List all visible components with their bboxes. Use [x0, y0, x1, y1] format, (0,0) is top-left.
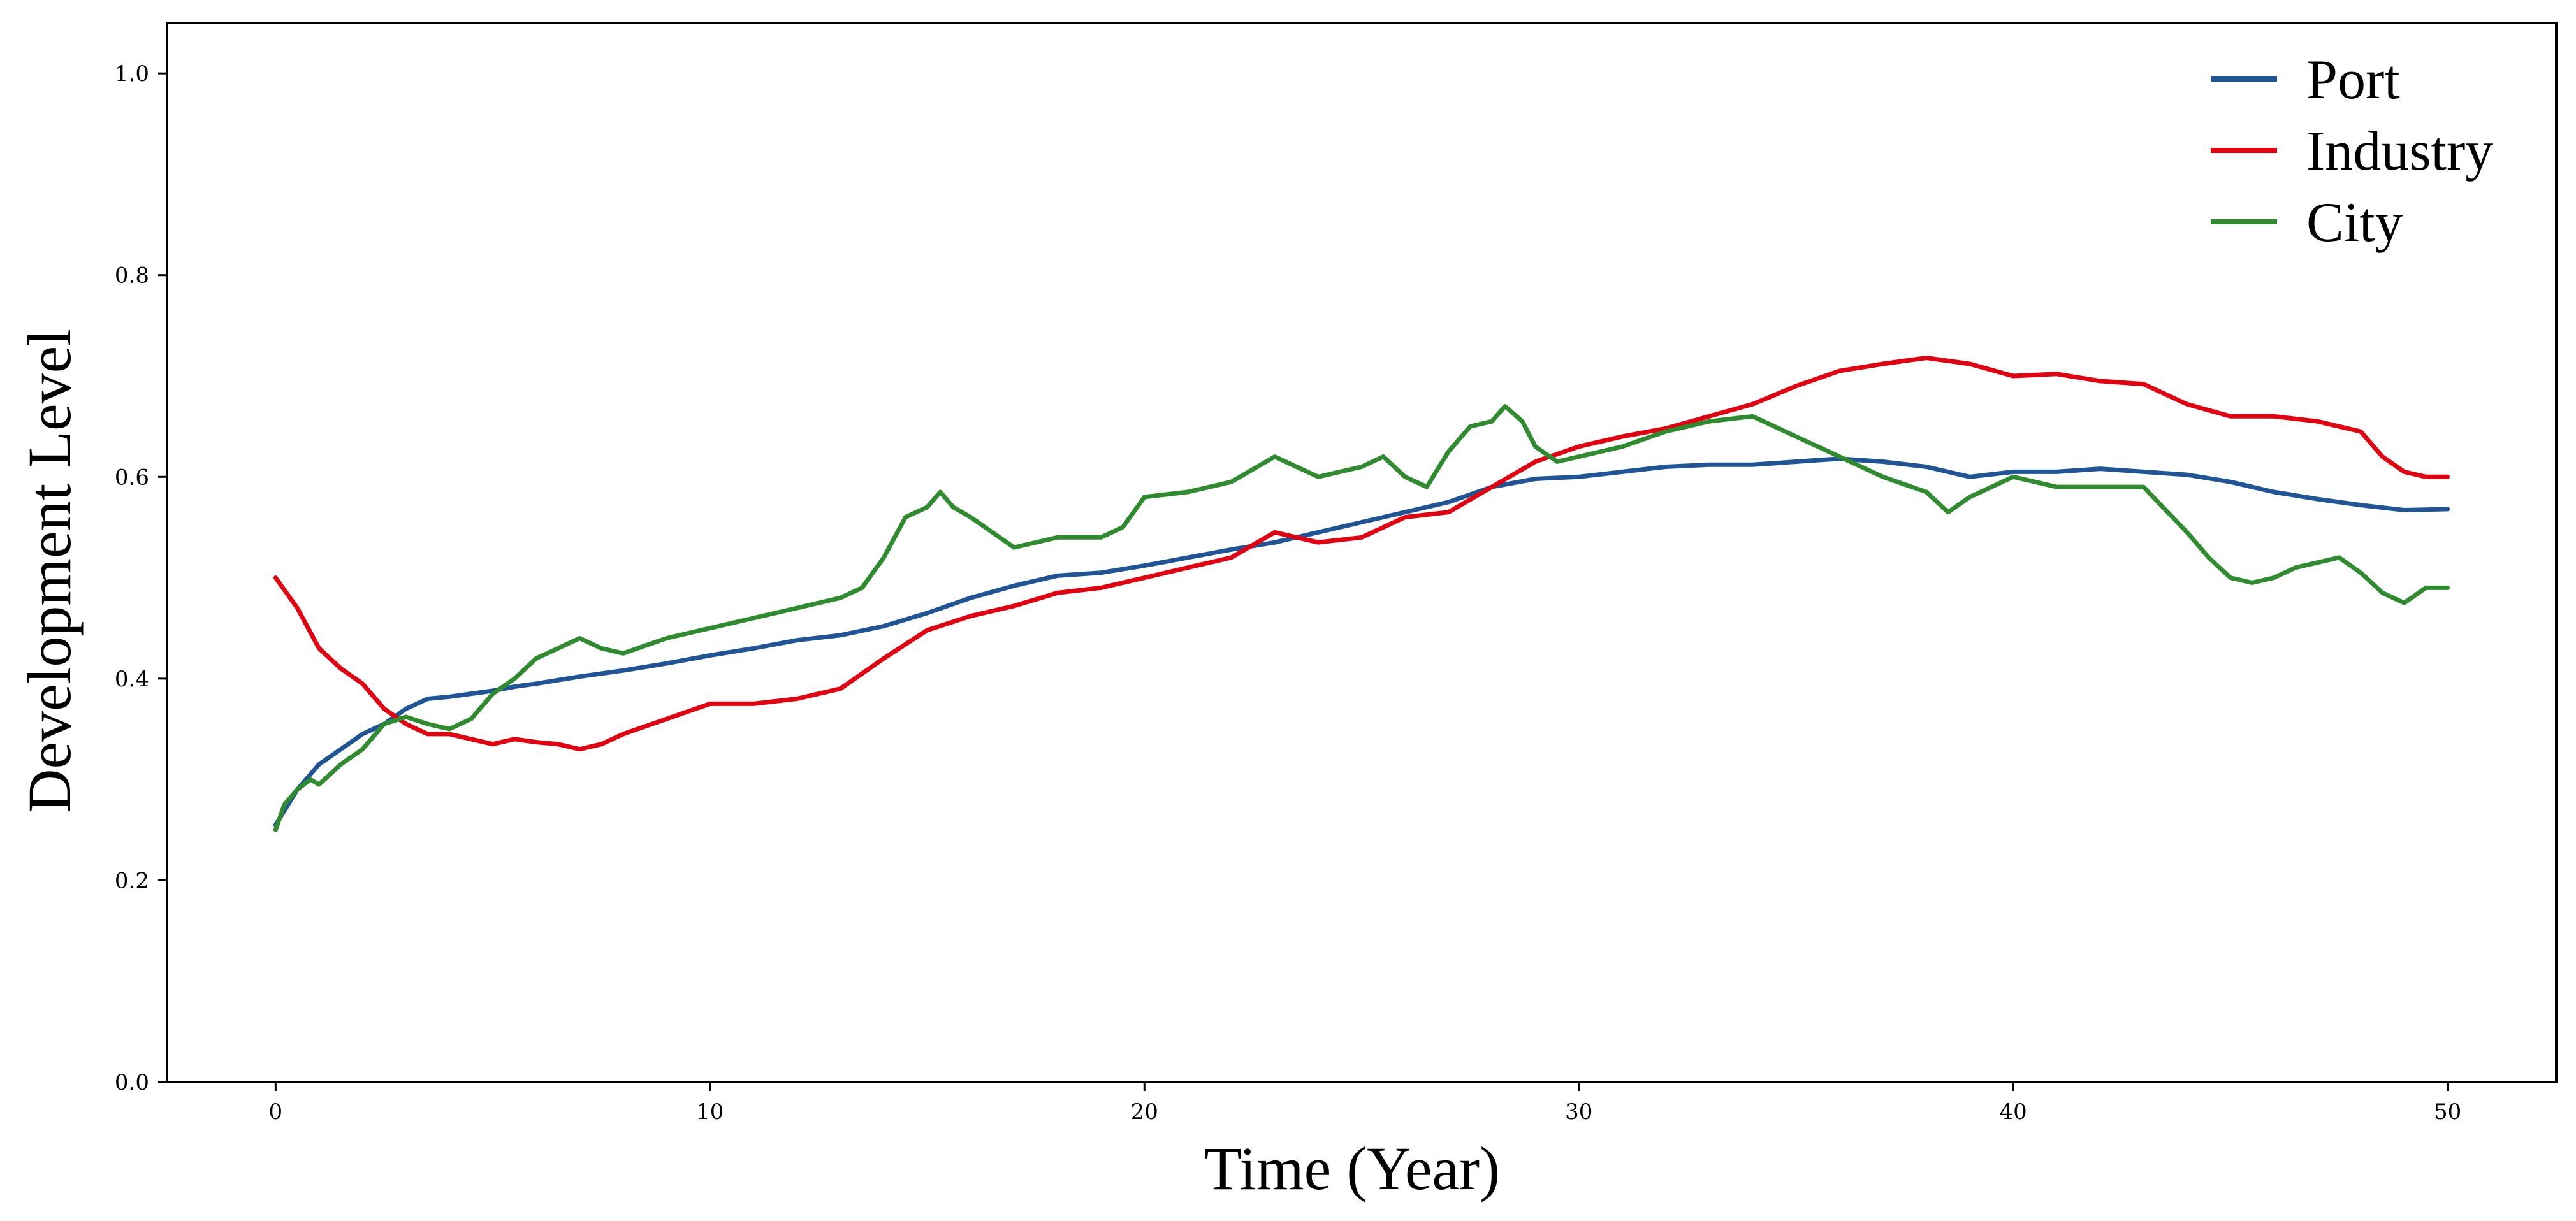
- legend-label-city: City: [2306, 192, 2403, 254]
- legend-label-port: Port: [2306, 49, 2400, 111]
- series-line-city: [273, 404, 2450, 832]
- y-axis-ticks: 0.0 0.2 0.4 0.6 0.8 1.0: [115, 61, 167, 1095]
- y-tick-label: 1.0: [115, 61, 149, 87]
- y-axis-title: Development Level: [15, 329, 84, 813]
- x-tick-label: 10: [696, 1099, 724, 1125]
- x-tick-label: 30: [1565, 1099, 1592, 1125]
- y-tick-label: 0.0: [115, 1070, 149, 1095]
- y-tick-label: 0.6: [115, 465, 149, 490]
- x-tick-label: 0: [269, 1099, 283, 1125]
- x-tick-label: 20: [1131, 1099, 1158, 1125]
- y-tick-label: 0.8: [115, 263, 149, 289]
- legend-label-industry: Industry: [2306, 120, 2493, 182]
- x-tick-label: 50: [2434, 1099, 2461, 1125]
- y-tick-label: 0.4: [115, 667, 149, 692]
- x-axis-ticks: 0 10 20 30 40 50: [269, 1082, 2461, 1125]
- plot-area: [166, 22, 2558, 1083]
- series-line-port: [273, 456, 2450, 827]
- x-tick-label: 40: [2000, 1099, 2027, 1125]
- x-axis-title: Time (Year): [1204, 1134, 1500, 1203]
- series-line-industry: [273, 356, 2450, 752]
- y-tick-label: 0.2: [115, 868, 149, 893]
- legend: Port Industry City: [2211, 49, 2493, 254]
- series-layer: [273, 356, 2450, 832]
